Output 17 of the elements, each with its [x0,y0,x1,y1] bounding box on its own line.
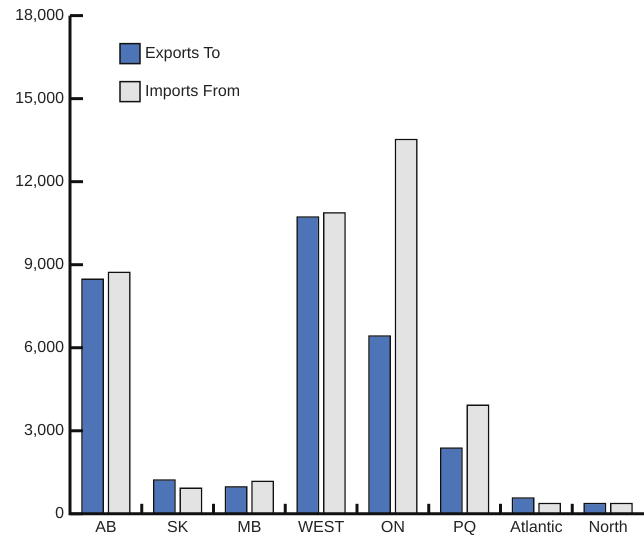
y-tick-label: 18,000 [15,7,64,24]
legend-label: Imports From [145,83,240,100]
y-tick-label: 9,000 [24,256,64,274]
y-tick-label: 3,000 [24,422,64,440]
y-tick-label: 12,000 [15,173,64,190]
x-tick-label: Atlantic [510,518,563,536]
x-tick-label: SK [166,518,189,536]
x-tick-label: ON [380,518,405,536]
y-tick-label: 0 [55,505,64,522]
x-tick-label: PQ [453,518,476,536]
x-tick-label: WEST [298,518,344,536]
y-tick-label: 6,000 [24,339,64,356]
x-tick-label: North [588,518,628,536]
x-tick-label: AB [95,518,117,536]
x-tick-label: MB [237,518,262,536]
legend-label: Exports To [145,45,220,62]
y-tick-label: 15,000 [15,90,64,108]
